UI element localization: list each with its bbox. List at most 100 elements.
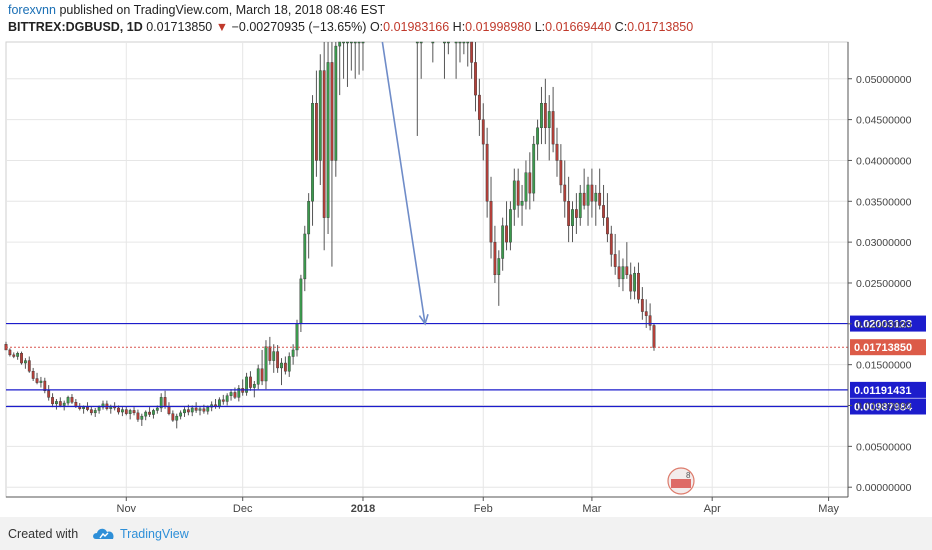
candle-down xyxy=(330,62,334,161)
candle-down xyxy=(31,371,35,379)
candle-up xyxy=(357,41,361,44)
candle-down xyxy=(27,360,31,372)
candle-down xyxy=(567,201,571,226)
plot-area xyxy=(5,41,849,498)
candle-down xyxy=(167,406,171,414)
candle-down xyxy=(171,413,175,421)
candle-down xyxy=(163,397,167,407)
candle-down xyxy=(8,349,12,356)
candle-up xyxy=(198,408,202,411)
candle-down xyxy=(12,354,16,357)
candle-up xyxy=(578,192,582,218)
level-price-label: 0.02003123 xyxy=(854,319,912,331)
candle-up xyxy=(62,402,66,406)
candle-down xyxy=(74,402,78,407)
candle-up xyxy=(24,360,27,364)
candle-up xyxy=(586,184,590,206)
candle-up xyxy=(361,41,365,44)
candle-down xyxy=(136,412,140,420)
candle-up xyxy=(532,143,536,194)
candle-up xyxy=(256,368,260,385)
candle-up xyxy=(334,45,338,161)
candle-up xyxy=(512,180,516,210)
footer-bar: Created with TradingView xyxy=(0,517,932,550)
candle-down xyxy=(505,225,508,243)
candle-up xyxy=(540,103,543,128)
candle-up xyxy=(287,356,291,372)
last-price-label: 0.01713850 xyxy=(854,342,912,354)
candle-down xyxy=(516,180,520,206)
candle-down xyxy=(563,184,567,202)
y-tick-label: 0.03000000 xyxy=(856,237,912,249)
down-arrow-icon: ▼ xyxy=(215,20,229,34)
candle-up xyxy=(291,349,295,357)
candle-down xyxy=(47,390,51,398)
level-price-tag xyxy=(850,315,926,332)
candle-down xyxy=(559,160,563,186)
candle-down xyxy=(202,408,206,412)
candle-down xyxy=(644,311,648,316)
level-price-tag xyxy=(850,381,926,398)
candle-down xyxy=(322,70,326,218)
low-value: 0.01669440 xyxy=(545,20,612,34)
candle-down xyxy=(574,209,578,218)
candle-up xyxy=(338,41,342,47)
candle-down xyxy=(602,205,605,218)
y-tick-label: 0.00000000 xyxy=(856,482,912,494)
candle-up xyxy=(152,410,155,415)
candle-up xyxy=(272,351,276,361)
y-tick-label: 0.01500000 xyxy=(856,360,912,372)
candle-down xyxy=(640,299,644,312)
candle-up xyxy=(536,127,539,145)
candle-up xyxy=(252,384,256,388)
candle-up xyxy=(462,41,466,44)
chart-watermark-icon: 8 xyxy=(667,467,695,495)
published-text: published on TradingView.com, March 18, … xyxy=(59,3,386,17)
low-label: L: xyxy=(534,20,546,34)
candle-down xyxy=(582,192,586,206)
candle-up xyxy=(571,209,574,226)
candle-down xyxy=(249,376,252,388)
high-value: 0.01998980 xyxy=(465,20,532,34)
candle-up xyxy=(175,415,179,421)
candle-up xyxy=(349,41,353,44)
candle-down xyxy=(148,411,151,415)
candle-up xyxy=(501,225,505,259)
last-price: 0.01713850 xyxy=(146,20,213,34)
chart-axes: 0.00000000 0.00500000 0.01000000 0.01500000… xyxy=(6,42,912,515)
price-chart[interactable]: 0.02003123 0.01191431 0.00987984 0.01713850… xyxy=(0,0,932,517)
symbol-label: BITTREX:DGBUSD, 1D xyxy=(8,20,143,34)
candle-up xyxy=(497,258,501,276)
candle-down xyxy=(43,380,47,392)
candle-up xyxy=(66,397,70,404)
chart-overlays: 0.02003123 0.01191431 0.00987984 0.01713850 xyxy=(6,41,926,415)
candle-down xyxy=(648,315,652,326)
candle-down xyxy=(474,62,477,96)
created-with-label: Created with xyxy=(8,527,79,541)
candle-down xyxy=(132,410,136,414)
candle-up xyxy=(318,70,322,161)
candle-down xyxy=(590,184,594,202)
candle-down xyxy=(20,353,23,364)
candle-down xyxy=(481,119,485,145)
chart-grid xyxy=(5,41,849,498)
open-label: O: xyxy=(369,20,384,34)
price-change: −0.00270935 (−13.65%) xyxy=(231,20,367,34)
candle-up xyxy=(55,401,58,405)
candles xyxy=(4,41,656,429)
candle-up xyxy=(97,406,101,411)
candle-down xyxy=(194,407,198,411)
candle-up xyxy=(280,362,283,369)
publisher-username[interactable]: forexvnn xyxy=(8,3,56,17)
candle-down xyxy=(555,143,559,161)
level-price-label: 0.00987984 xyxy=(854,401,913,413)
arrow-head xyxy=(418,314,429,326)
cloud-icon[interactable] xyxy=(92,525,116,541)
tradingview-link[interactable]: TradingView xyxy=(120,527,189,541)
watermark-digit: 8 xyxy=(686,471,691,480)
candle-down xyxy=(70,397,74,403)
candle-up xyxy=(128,410,132,414)
candle-up xyxy=(353,41,357,44)
candle-up xyxy=(206,406,210,412)
y-tick-label: 0.00500000 xyxy=(856,441,912,453)
